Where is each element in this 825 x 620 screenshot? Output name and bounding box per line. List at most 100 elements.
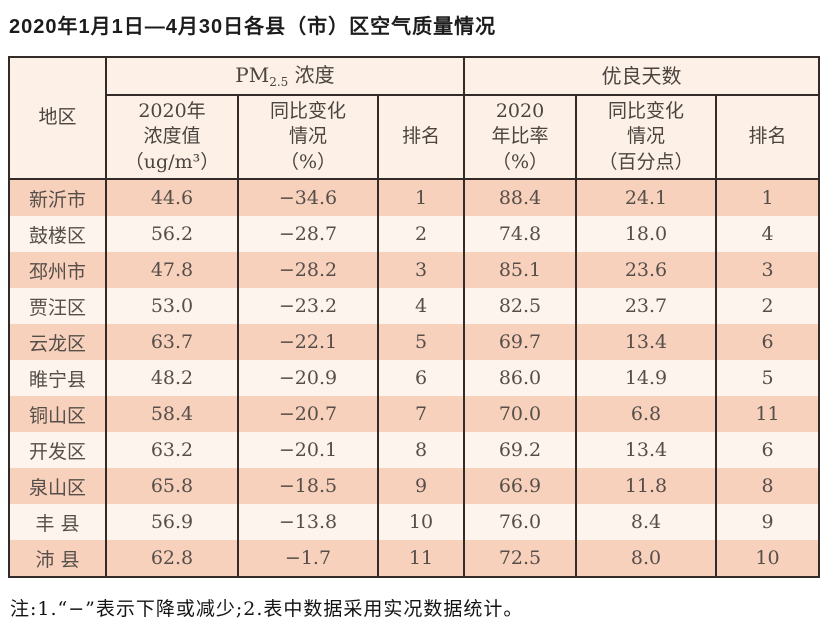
good-rank-cell: 6 (714, 324, 821, 360)
good-rate-cell: 66.9 (463, 468, 577, 504)
good-rank-cell: 5 (714, 360, 821, 396)
good-rank-cell: 3 (714, 252, 821, 288)
pm-rank-cell: 9 (377, 468, 465, 504)
pm-value-cell: 56.2 (105, 216, 239, 252)
pm-value-cell: 58.4 (105, 396, 239, 432)
good-rank-cell: 1 (714, 179, 821, 216)
good-rank-cell: 2 (714, 288, 821, 324)
table-row: 邳州市 47.8 −28.2 3 85.1 23.6 3 (8, 252, 821, 288)
pm-change-cell: −23.2 (237, 288, 379, 324)
pm-change-cell: −13.8 (237, 504, 379, 540)
header-pm25-group: PM2.5 浓度 (105, 57, 465, 96)
table-row: 鼓楼区 56.2 −28.7 2 74.8 18.0 4 (8, 216, 821, 252)
region-cell: 云龙区 (8, 324, 107, 360)
pm-rank-cell: 11 (377, 540, 465, 577)
header-pm-change: 同比变化 情况 （%） (237, 95, 379, 180)
header-group-row: 地区 PM2.5 浓度 优良天数 (8, 57, 821, 180)
header-good-days-group: 优良天数 (462, 57, 821, 96)
pm-change-cell: −34.6 (237, 179, 379, 216)
pm-change-cell: −20.9 (237, 360, 379, 396)
good-rank-cell: 8 (714, 468, 821, 504)
good-change-cell: 13.4 (575, 432, 717, 468)
table-row: 云龙区 63.7 −22.1 5 69.7 13.4 6 (8, 324, 821, 360)
pm-rank-cell: 1 (377, 179, 465, 216)
good-rank-cell: 4 (714, 216, 821, 252)
table-row: 沛 县 62.8 −1.7 11 72.5 8.0 10 (8, 540, 821, 577)
header-region: 地区 (8, 57, 107, 180)
region-cell: 泉山区 (8, 468, 107, 504)
region-cell: 沛 县 (8, 540, 107, 577)
good-rate-cell: 69.7 (463, 324, 577, 360)
pm-value-cell: 47.8 (105, 252, 239, 288)
region-cell: 鼓楼区 (8, 216, 107, 252)
good-change-cell: 8.4 (575, 504, 717, 540)
region-cell: 铜山区 (8, 396, 107, 432)
pm-change-cell: −20.1 (237, 432, 379, 468)
pm-rank-cell: 3 (377, 252, 465, 288)
good-change-cell: 11.8 (575, 468, 717, 504)
table-row: 新沂市 44.6 −34.6 1 88.4 24.1 1 (8, 179, 821, 216)
table-row: 铜山区 58.4 −20.7 7 70.0 6.8 11 (8, 396, 821, 432)
good-change-cell: 13.4 (575, 324, 717, 360)
pm25-label-subscript: 2.5 (269, 74, 289, 89)
pm-value-cell: 63.2 (105, 432, 239, 468)
pm-value-cell: 48.2 (105, 360, 239, 396)
header-pm-value: 2020年 浓度值 （ug/m³） (105, 95, 239, 180)
good-change-cell: 23.6 (575, 252, 717, 288)
air-quality-table: 地区 PM2.5 浓度 优良天数 2020年 浓度值 （ug/m³） 同比变化 … (8, 56, 821, 578)
pm-rank-cell: 7 (377, 396, 465, 432)
region-cell: 睢宁县 (8, 360, 107, 396)
good-change-cell: 23.7 (575, 288, 717, 324)
good-change-cell: 18.0 (575, 216, 717, 252)
good-rate-cell: 74.8 (463, 216, 577, 252)
pm-value-cell: 63.7 (105, 324, 239, 360)
good-rank-cell: 6 (714, 432, 821, 468)
good-rate-cell: 69.2 (463, 432, 577, 468)
header-good-rank: 排名 (714, 95, 821, 180)
pm-rank-cell: 4 (377, 288, 465, 324)
region-cell: 新沂市 (8, 179, 107, 216)
pm-rank-cell: 6 (377, 360, 465, 396)
table-row: 开发区 63.2 −20.1 8 69.2 13.4 6 (8, 432, 821, 468)
pm-rank-cell: 5 (377, 324, 465, 360)
good-change-cell: 6.8 (575, 396, 717, 432)
pm-change-cell: −22.1 (237, 324, 379, 360)
pm-rank-cell: 10 (377, 504, 465, 540)
pm-rank-cell: 8 (377, 432, 465, 468)
header-pm-rank: 排名 (377, 95, 465, 180)
pm-value-cell: 65.8 (105, 468, 239, 504)
good-rate-cell: 86.0 (463, 360, 577, 396)
good-rank-cell: 11 (714, 396, 821, 432)
good-rate-cell: 72.5 (463, 540, 577, 577)
header-sub-row: 2020年 浓度值 （ug/m³） 同比变化 情况 （%） 排名 2020 年比… (9, 95, 821, 180)
good-change-cell: 14.9 (575, 360, 717, 396)
page-title: 2020年1月1日—4月30日各县（市）区空气质量情况 (9, 16, 497, 38)
table-row: 贾汪区 53.0 −23.2 4 82.5 23.7 2 (8, 288, 821, 324)
region-cell: 贾汪区 (8, 288, 107, 324)
good-change-cell: 24.1 (575, 179, 717, 216)
pm-value-cell: 56.9 (105, 504, 239, 540)
region-cell: 邳州市 (8, 252, 107, 288)
good-rank-cell: 10 (714, 540, 821, 577)
header-good-change: 同比变化 情况 （百分点） (575, 95, 717, 180)
pm-change-cell: −28.7 (237, 216, 379, 252)
table-row: 泉山区 65.8 −18.5 9 66.9 11.8 8 (8, 468, 821, 504)
pm-change-cell: −1.7 (237, 540, 379, 577)
table-footnote: 注:1.“−”表示下降或减少;2.表中数据采用实况数据统计。 (10, 598, 524, 620)
pm-change-cell: −18.5 (237, 468, 379, 504)
good-change-cell: 8.0 (575, 540, 717, 577)
pm-value-cell: 53.0 (105, 288, 239, 324)
table-row: 丰 县 56.9 −13.8 10 76.0 8.4 9 (8, 504, 821, 540)
good-rate-cell: 70.0 (463, 396, 577, 432)
pm-rank-cell: 2 (377, 216, 465, 252)
table-body: 新沂市 44.6 −34.6 1 88.4 24.1 1 鼓楼区 56.2 −2… (8, 179, 821, 577)
pm-value-cell: 62.8 (105, 540, 239, 577)
header-good-rate: 2020 年比率 （%） (463, 95, 577, 180)
good-rate-cell: 85.1 (463, 252, 577, 288)
pm25-label-suffix: 浓度 (288, 62, 335, 87)
pm-value-cell: 44.6 (105, 179, 239, 216)
good-rate-cell: 76.0 (463, 504, 577, 540)
region-cell: 开发区 (8, 432, 107, 468)
good-rate-cell: 88.4 (463, 179, 577, 216)
